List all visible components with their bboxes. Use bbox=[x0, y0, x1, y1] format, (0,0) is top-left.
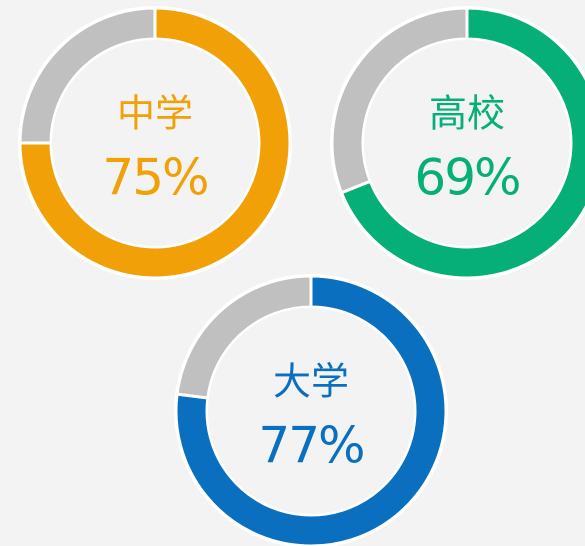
donut-title: 中学 bbox=[117, 92, 193, 136]
donut-value-label: 77% bbox=[258, 417, 363, 475]
donut-title: 大学 bbox=[273, 360, 349, 404]
donut-value-label: 69% bbox=[414, 149, 519, 207]
donut-hole bbox=[364, 40, 570, 246]
donut-segment bbox=[339, 6, 585, 280]
donut-segment bbox=[330, 6, 469, 195]
donut-segment bbox=[175, 274, 313, 400]
donut-value-label: 75% bbox=[102, 149, 207, 207]
donut-segment bbox=[174, 274, 448, 546]
donut-hole bbox=[208, 308, 414, 514]
donut-title: 高校 bbox=[429, 92, 505, 136]
donut-segment bbox=[18, 6, 292, 280]
donut-segment bbox=[18, 6, 157, 145]
donut-hole bbox=[52, 40, 258, 246]
